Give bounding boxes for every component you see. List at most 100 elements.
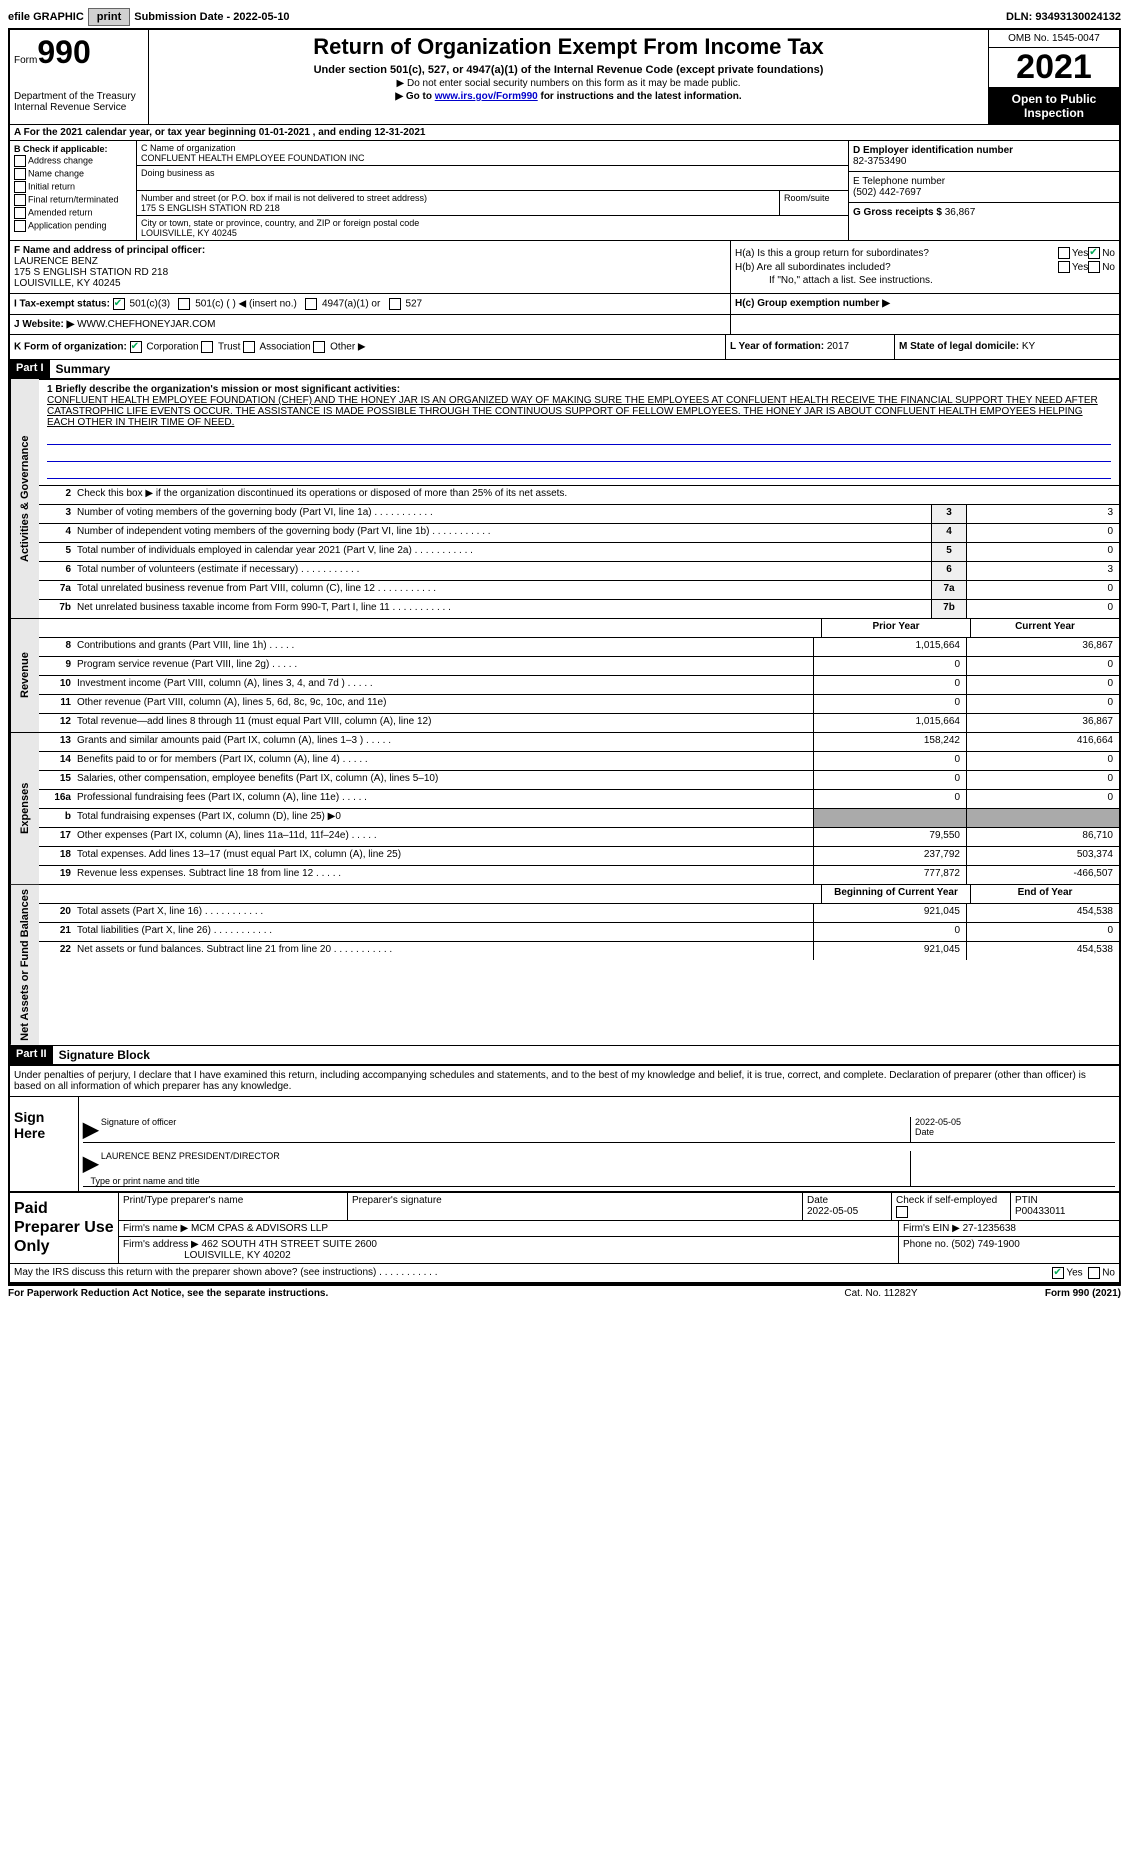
side-net-assets: Net Assets or Fund Balances xyxy=(10,885,39,1045)
website-row: J Website: ▶ WWW.CHEFHONEYJAR.COM xyxy=(10,315,731,334)
line4: Number of independent voting members of … xyxy=(75,524,931,542)
org-address: 175 S ENGLISH STATION RD 218 xyxy=(141,203,775,213)
chk-501c[interactable] xyxy=(178,298,190,310)
chk-application-pending[interactable] xyxy=(14,220,26,232)
prior8: 1,015,664 xyxy=(813,638,966,656)
chk-discuss-no[interactable] xyxy=(1088,1267,1100,1279)
prior11: 0 xyxy=(813,695,966,713)
mission-block: 1 Briefly describe the organization's mi… xyxy=(39,379,1119,485)
end20: 454,538 xyxy=(966,904,1119,922)
curr16b xyxy=(966,809,1119,827)
end21: 0 xyxy=(966,923,1119,941)
curr10: 0 xyxy=(966,676,1119,694)
irs-link[interactable]: www.irs.gov/Form990 xyxy=(435,91,538,102)
principal-officer: F Name and address of principal officer:… xyxy=(10,241,731,293)
chk-initial-return[interactable] xyxy=(14,181,26,193)
chk-trust[interactable] xyxy=(201,341,213,353)
line2: Check this box ▶ if the organization dis… xyxy=(75,486,1119,504)
row-a-taxyear: A For the 2021 calendar year, or tax yea… xyxy=(10,125,1119,141)
val3: 3 xyxy=(966,505,1119,523)
line9: Program service revenue (Part VIII, line… xyxy=(75,657,813,675)
footer-right: Form 990 (2021) xyxy=(981,1288,1121,1299)
line10: Investment income (Part VIII, column (A)… xyxy=(75,676,813,694)
ein: 82-3753490 xyxy=(853,156,1115,167)
line22: Net assets or fund balances. Subtract li… xyxy=(75,942,813,960)
curr19: -466,507 xyxy=(966,866,1119,884)
curr14: 0 xyxy=(966,752,1119,770)
line7a: Total unrelated business revenue from Pa… xyxy=(75,581,931,599)
line17: Other expenses (Part IX, column (A), lin… xyxy=(75,828,813,846)
side-revenue: Revenue xyxy=(10,619,39,732)
prior15: 0 xyxy=(813,771,966,789)
val4: 0 xyxy=(966,524,1119,542)
chk-4947[interactable] xyxy=(305,298,317,310)
print-button[interactable]: print xyxy=(88,8,130,26)
line7b: Net unrelated business taxable income fr… xyxy=(75,600,931,618)
prior10: 0 xyxy=(813,676,966,694)
begin20: 921,045 xyxy=(813,904,966,922)
val5: 0 xyxy=(966,543,1119,561)
chk-assoc[interactable] xyxy=(243,341,255,353)
form-990: Form990 Department of the Treasury Inter… xyxy=(8,28,1121,1284)
column-b-checkboxes: B Check if applicable: Address change Na… xyxy=(10,141,137,240)
discuss-row: May the IRS discuss this return with the… xyxy=(10,1263,1119,1282)
year-formation: L Year of formation: 2017 xyxy=(726,335,895,359)
sign-here-label: Sign Here xyxy=(10,1097,78,1191)
chk-hb-no[interactable] xyxy=(1088,261,1100,273)
prior13: 158,242 xyxy=(813,733,966,751)
prior18: 237,792 xyxy=(813,847,966,865)
paid-preparer-block: Print/Type preparer's name Preparer's si… xyxy=(118,1193,1119,1263)
chk-527[interactable] xyxy=(389,298,401,310)
chk-name-change[interactable] xyxy=(14,168,26,180)
org-name: CONFLUENT HEALTH EMPLOYEE FOUNDATION INC xyxy=(141,153,844,163)
chk-amended-return[interactable] xyxy=(14,207,26,219)
chk-ha-no[interactable] xyxy=(1088,247,1100,259)
telephone: (502) 442-7697 xyxy=(853,187,1115,198)
curr16a: 0 xyxy=(966,790,1119,808)
line12: Total revenue—add lines 8 through 11 (mu… xyxy=(75,714,813,732)
part-i-title: Summary xyxy=(50,360,117,378)
header-right-cell: OMB No. 1545-0047 2021 Open to Public In… xyxy=(988,30,1119,124)
begin22: 921,045 xyxy=(813,942,966,960)
hdr-current-year: Current Year xyxy=(970,619,1119,637)
group-exemption: H(c) Group exemption number ▶ xyxy=(731,294,1119,314)
hdr-end-year: End of Year xyxy=(970,885,1119,903)
instr-ssn: ▶ Do not enter social security numbers o… xyxy=(153,78,984,89)
instr-link: ▶ Go to www.irs.gov/Form990 for instruct… xyxy=(153,91,984,102)
chk-other[interactable] xyxy=(313,341,325,353)
hdr-begin-year: Beginning of Current Year xyxy=(821,885,970,903)
tax-exempt-status: I Tax-exempt status: 501(c)(3) 501(c) ( … xyxy=(10,294,731,314)
top-toolbar: efile GRAPHIC print Submission Date - 20… xyxy=(8,8,1121,26)
line18: Total expenses. Add lines 13–17 (must eq… xyxy=(75,847,813,865)
curr17: 86,710 xyxy=(966,828,1119,846)
form-title: Return of Organization Exempt From Incom… xyxy=(153,34,984,60)
state-domicile: M State of legal domicile: KY xyxy=(895,335,1119,359)
prior19: 777,872 xyxy=(813,866,966,884)
curr15: 0 xyxy=(966,771,1119,789)
line11: Other revenue (Part VIII, column (A), li… xyxy=(75,695,813,713)
chk-hb-yes[interactable] xyxy=(1058,261,1070,273)
line3: Number of voting members of the governin… xyxy=(75,505,931,523)
room-suite: Room/suite xyxy=(780,191,848,215)
val7a: 0 xyxy=(966,581,1119,599)
val7b: 0 xyxy=(966,600,1119,618)
chk-ha-yes[interactable] xyxy=(1058,247,1070,259)
part-ii-header: Part II xyxy=(10,1046,53,1064)
chk-discuss-yes[interactable] xyxy=(1052,1267,1064,1279)
chk-501c3[interactable] xyxy=(113,298,125,310)
hdr-prior-year: Prior Year xyxy=(821,619,970,637)
chk-self-employed[interactable] xyxy=(896,1206,908,1218)
curr9: 0 xyxy=(966,657,1119,675)
line16b: Total fundraising expenses (Part IX, col… xyxy=(75,809,813,827)
blank-hdr xyxy=(39,619,821,637)
dln: DLN: 93493130024132 xyxy=(1006,11,1121,23)
footer-left: For Paperwork Reduction Act Notice, see … xyxy=(8,1288,781,1299)
curr18: 503,374 xyxy=(966,847,1119,865)
chk-final-return[interactable] xyxy=(14,194,26,206)
column-c-org-info: C Name of organization CONFLUENT HEALTH … xyxy=(137,141,848,240)
prior17: 79,550 xyxy=(813,828,966,846)
chk-corp[interactable] xyxy=(130,341,142,353)
begin21: 0 xyxy=(813,923,966,941)
form-subtitle: Under section 501(c), 527, or 4947(a)(1)… xyxy=(153,64,984,76)
chk-address-change[interactable] xyxy=(14,155,26,167)
